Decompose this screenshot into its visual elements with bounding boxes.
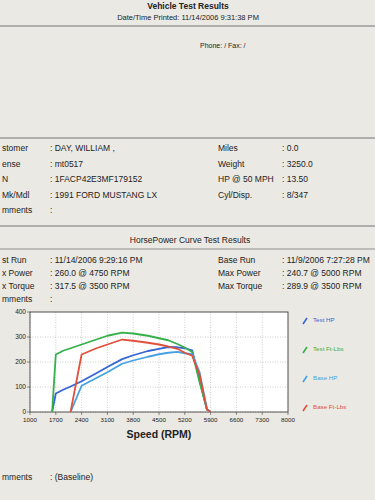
field-label: N <box>2 174 8 184</box>
legend-label: Base HP <box>313 374 337 381</box>
tick <box>184 412 185 415</box>
field-value: : 1991 FORD MUSTANG LX <box>50 190 157 200</box>
field-label: stomer <box>2 143 28 153</box>
paper <box>0 0 375 500</box>
field-label: Cyl/Disp. <box>218 190 252 200</box>
grid-line <box>210 312 211 412</box>
tick <box>27 312 30 313</box>
y-tick-label: 200 <box>15 358 26 365</box>
x-tick-label: 8000 <box>281 416 295 423</box>
field-label: st Run <box>2 255 27 265</box>
y-tick-label: 100 <box>15 383 26 390</box>
section-title: HorsePower Curve Test Results <box>130 235 250 245</box>
plot-area <box>30 312 288 412</box>
rule <box>0 249 375 250</box>
grid-line <box>107 312 108 412</box>
x-tick-label: 3100 <box>101 416 115 423</box>
x-tick-label: 1700 <box>49 416 63 423</box>
series-line <box>52 333 210 412</box>
legend-label: Base Ft-Lbs <box>313 403 346 410</box>
field-value: : 240.7 @ 5000 RPM <box>282 268 362 278</box>
field-label: ense <box>2 159 21 169</box>
legend-label: Test Ft-Lbs <box>313 345 344 352</box>
tick <box>27 362 30 363</box>
field-label: Miles <box>218 143 238 153</box>
field-value: : 260.0 @ 4750 RPM <box>50 268 130 278</box>
tick <box>27 387 30 388</box>
title: Vehicle Test Results <box>147 1 229 11</box>
field-label: Base Run <box>218 255 256 265</box>
tick <box>81 412 82 415</box>
field-value: : <box>50 294 52 304</box>
field-label: HP @ 50 MPH <box>218 174 274 184</box>
rule <box>0 26 375 27</box>
legend-swatch <box>303 347 307 353</box>
x-axis-label: Speed (RPM) <box>127 428 192 440</box>
x-tick-label: 5900 <box>204 416 218 423</box>
tick <box>159 412 160 415</box>
y-tick-label: 300 <box>15 333 26 340</box>
legend-label: Test HP <box>313 316 335 323</box>
field-label: mments <box>2 294 32 304</box>
field-label: Max Power <box>218 268 261 278</box>
field-value: : mt0517 <box>50 159 83 169</box>
field-label: mments <box>2 472 32 482</box>
legend-swatch <box>303 318 307 324</box>
field-value: : <box>50 205 52 215</box>
field-value: : 317.5 @ 3500 RPM <box>50 281 130 291</box>
tick <box>107 412 108 415</box>
field-value: : 289.9 @ 3500 RPM <box>282 281 362 291</box>
field-label: x Torque <box>2 281 35 291</box>
rule <box>0 138 375 139</box>
field-value: : 8/347 <box>282 190 308 200</box>
field-label: x Power <box>2 268 33 278</box>
field-value: : (Baseline) <box>50 472 93 482</box>
grid-line <box>81 312 82 412</box>
field-value: : DAY, WILLIAM , <box>50 143 115 153</box>
field-value: : 13.50 <box>282 174 308 184</box>
x-tick-label: 6600 <box>230 416 244 423</box>
x-tick-label: 4500 <box>152 416 166 423</box>
printed-date: Date/Time Printed: 11/14/2006 9:31:38 PM <box>117 13 259 22</box>
x-tick-label: 7300 <box>255 416 269 423</box>
legend-swatch <box>303 376 307 382</box>
tick <box>288 412 289 415</box>
field-label: Weight <box>218 159 245 169</box>
tick <box>133 412 134 415</box>
grid-line <box>184 312 185 412</box>
series-group <box>52 333 210 412</box>
grid-line <box>236 312 237 412</box>
x-tick-label: 5200 <box>178 416 192 423</box>
y-tick-label: 0 <box>22 408 26 415</box>
tick <box>27 337 30 338</box>
field-value: : 3250.0 <box>282 159 313 169</box>
field-value: : 11/14/2006 9:29:16 PM <box>50 255 142 265</box>
x-tick-label: 3800 <box>126 416 140 423</box>
page: Vehicle Test Results Date/Time Printed: 1… <box>0 0 375 500</box>
field-label: mments <box>2 205 32 215</box>
grid-line <box>159 312 160 412</box>
x-tick-label: 2400 <box>75 416 89 423</box>
tick <box>236 412 237 415</box>
grid-line <box>133 312 134 412</box>
field-label: Mk/Mdl <box>2 190 30 200</box>
grid-line <box>262 312 263 412</box>
x-tick-label: 1000 <box>23 416 37 423</box>
tick <box>210 412 211 415</box>
field-value: : 11/9/2006 7:27:28 PM <box>282 255 370 265</box>
contact: Phone: / Fax: / <box>200 42 246 49</box>
tick <box>27 412 30 413</box>
tick <box>30 412 31 415</box>
field-label: Max Torque <box>218 281 263 291</box>
field-value: : 0.0 <box>282 143 299 153</box>
series-line <box>71 352 211 412</box>
tick <box>262 412 263 415</box>
plot-frame <box>30 312 288 412</box>
tick <box>55 412 56 415</box>
series-line <box>71 340 211 412</box>
field-value: : 1FACP42E3MF179152 <box>50 174 142 184</box>
legend-swatch <box>303 405 307 411</box>
rule <box>0 226 375 227</box>
y-tick-label: 400 <box>15 308 26 315</box>
